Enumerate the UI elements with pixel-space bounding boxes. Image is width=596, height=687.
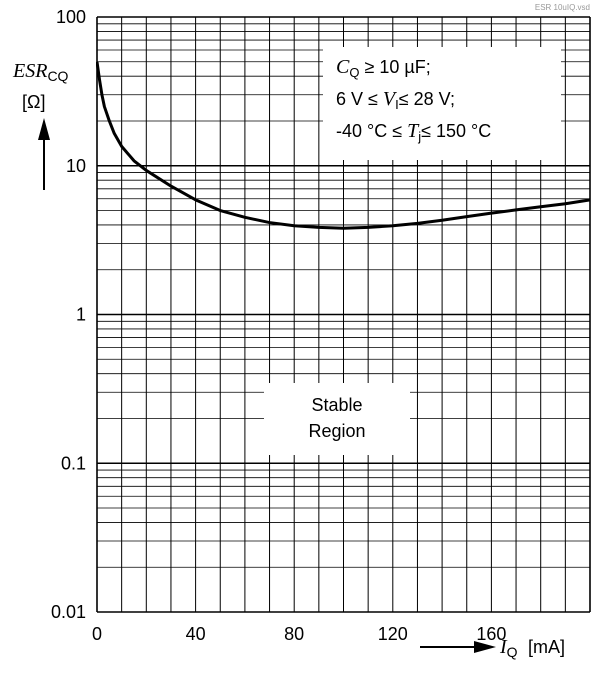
curve-layer xyxy=(95,61,591,230)
y-tick-labels: 100 10 1 0.1 0.01 xyxy=(51,7,86,622)
region-label-box xyxy=(264,383,410,455)
region-label-line-1: Stable xyxy=(311,395,362,415)
y-tick-label: 1 xyxy=(76,305,86,325)
grid-lines xyxy=(96,16,591,613)
y-axis-arrow xyxy=(38,118,50,190)
y-tick-label: 0.1 xyxy=(61,453,86,473)
x-tick-labels: 0 40 80 120 160 xyxy=(92,624,506,644)
x-tick-label: 40 xyxy=(186,624,206,644)
ylabel-box xyxy=(0,40,96,200)
condition-line-1: CQ ≥ 10 µF; xyxy=(336,56,431,80)
file-tag: ESR 10uIQ.vsd xyxy=(535,3,590,12)
x-tick-label: 0 xyxy=(92,624,102,644)
condition-line-2: 6 V ≤ VI≤ 28 V; xyxy=(336,88,455,112)
y-axis-label: ESRCQ xyxy=(12,60,69,84)
x-axis-label: IQ xyxy=(499,636,518,660)
esr-curve xyxy=(95,61,591,230)
conditions-box xyxy=(323,47,561,160)
y-tick-label: 100 xyxy=(56,7,86,27)
y-axis-unit: [Ω] xyxy=(22,92,45,112)
region-label-line-2: Region xyxy=(308,421,365,441)
y-tick-label: 0.01 xyxy=(51,602,86,622)
x-axis-arrow xyxy=(420,641,496,653)
x-tick-label: 80 xyxy=(284,624,304,644)
x-axis-unit: [mA] xyxy=(528,637,565,657)
x-tick-label: 120 xyxy=(378,624,408,644)
x-tick-label: 160 xyxy=(476,624,506,644)
condition-line-3: -40 °C ≤ Tj≤ 150 °C xyxy=(336,120,491,144)
y-tick-label: 10 xyxy=(66,156,86,176)
